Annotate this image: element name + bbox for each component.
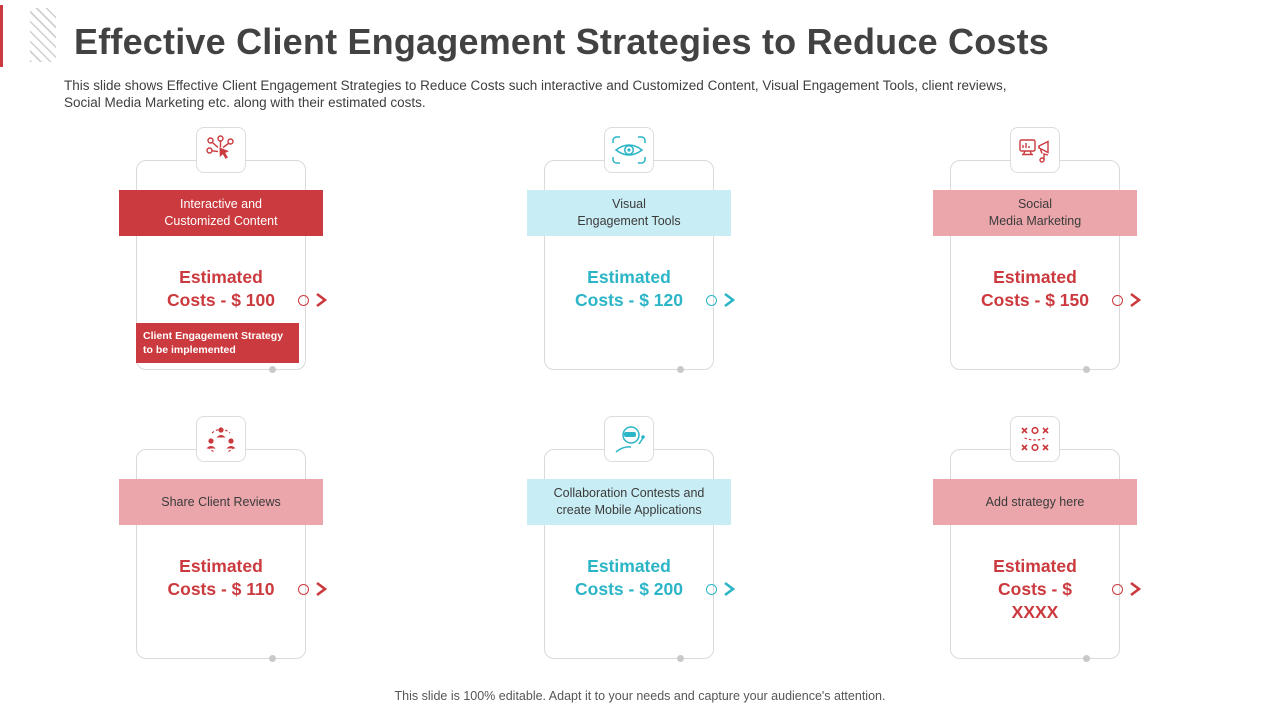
cost-pointer xyxy=(706,292,735,308)
strategy-tag: Client Engagement Strategy to be impleme… xyxy=(136,323,299,364)
banner-line: Collaboration Contests and xyxy=(553,486,705,501)
card-visual-engagement: Visual Engagement Tools Estimated Costs … xyxy=(527,127,735,373)
banner-line: Media Marketing xyxy=(988,214,1082,228)
card-social-media-marketing: Social Media Marketing Estimated Costs -… xyxy=(933,127,1141,373)
banner-line: Engagement Tools xyxy=(577,214,681,228)
page-title: Effective Client Engagement Strategies t… xyxy=(74,21,1050,62)
card-banner: Interactive and Customized Content xyxy=(119,190,323,236)
corner-dot xyxy=(1083,366,1090,373)
card-icon-box xyxy=(604,127,654,173)
estimated-cost: Estimated Costs - $ 100 xyxy=(167,267,275,310)
card-icon-box xyxy=(196,416,246,462)
estimated-cost: Estimated Costs - $ 110 xyxy=(167,556,275,599)
visual-engagement-icon xyxy=(612,136,646,164)
corner-dot xyxy=(1083,655,1090,662)
add-strategy-icon xyxy=(1021,426,1049,452)
card-collaboration-contests: Collaboration Contests and create Mobile… xyxy=(527,416,735,662)
social-media-marketing-icon xyxy=(1019,139,1049,163)
estimated-cost: Estimated Costs - $ 150 xyxy=(981,267,1089,310)
cost-pointer xyxy=(1112,292,1141,308)
card-banner: Social Media Marketing xyxy=(933,190,1137,236)
ring-icon xyxy=(1112,583,1123,595)
banner-line: Customized Content xyxy=(164,214,278,228)
corner-hatch-decoration xyxy=(30,8,56,62)
cost-pointer xyxy=(298,292,327,308)
banner-line: Social xyxy=(1017,197,1053,212)
chevron-right-icon xyxy=(316,292,327,308)
chevron-right-icon xyxy=(724,581,735,597)
interactive-content-icon xyxy=(206,135,234,159)
card-banner: Visual Engagement Tools xyxy=(527,190,731,236)
cost-pointer xyxy=(706,581,735,597)
banner-line: create Mobile Applications xyxy=(556,503,702,517)
banner-line: Share Client Reviews xyxy=(161,494,281,509)
ring-icon xyxy=(706,583,717,595)
card-icon-box xyxy=(196,127,246,173)
card-icon-box xyxy=(1010,127,1060,173)
card-icon-box xyxy=(604,416,654,462)
estimated-cost: Estimated Costs - $ 200 xyxy=(575,556,683,599)
ring-icon xyxy=(298,294,309,306)
card-banner: Collaboration Contests and create Mobile… xyxy=(527,479,731,525)
banner-line: Add strategy here xyxy=(985,494,1085,509)
corner-dot xyxy=(677,366,684,373)
card-banner: Add strategy here xyxy=(933,479,1137,525)
chevron-right-icon xyxy=(316,581,327,597)
share-client-reviews-icon xyxy=(206,427,236,453)
chevron-right-icon xyxy=(724,292,735,308)
chevron-right-icon xyxy=(1130,581,1141,597)
ring-icon xyxy=(706,294,717,306)
corner-dot xyxy=(677,655,684,662)
ring-icon xyxy=(1112,294,1123,306)
card-icon-box xyxy=(1010,416,1060,462)
banner-line: Visual xyxy=(612,197,646,212)
chevron-right-icon xyxy=(1130,292,1141,308)
banner-line: Interactive and xyxy=(180,197,262,212)
collaboration-contests-icon xyxy=(615,426,645,453)
cost-pointer xyxy=(298,581,327,597)
corner-dot xyxy=(269,366,276,373)
card-banner: Share Client Reviews xyxy=(119,479,323,525)
estimated-cost: Estimated Costs - $ 120 xyxy=(575,267,683,310)
estimated-cost: Estimated Costs - $ XXXX xyxy=(993,556,1077,622)
slide-description: This slide shows Effective Client Engage… xyxy=(64,78,1007,110)
left-accent-line xyxy=(0,5,3,67)
footer-note: This slide is 100% editable. Adapt it to… xyxy=(394,689,886,703)
card-share-client-reviews: Share Client Reviews Estimated Costs - $… xyxy=(119,416,327,662)
ring-icon xyxy=(298,583,309,595)
card-interactive-content: Interactive and Customized Content Estim… xyxy=(119,127,327,373)
card-add-strategy: Add strategy here Estimated Costs - $ XX… xyxy=(933,416,1141,662)
corner-dot xyxy=(269,655,276,662)
cost-pointer xyxy=(1112,581,1141,597)
